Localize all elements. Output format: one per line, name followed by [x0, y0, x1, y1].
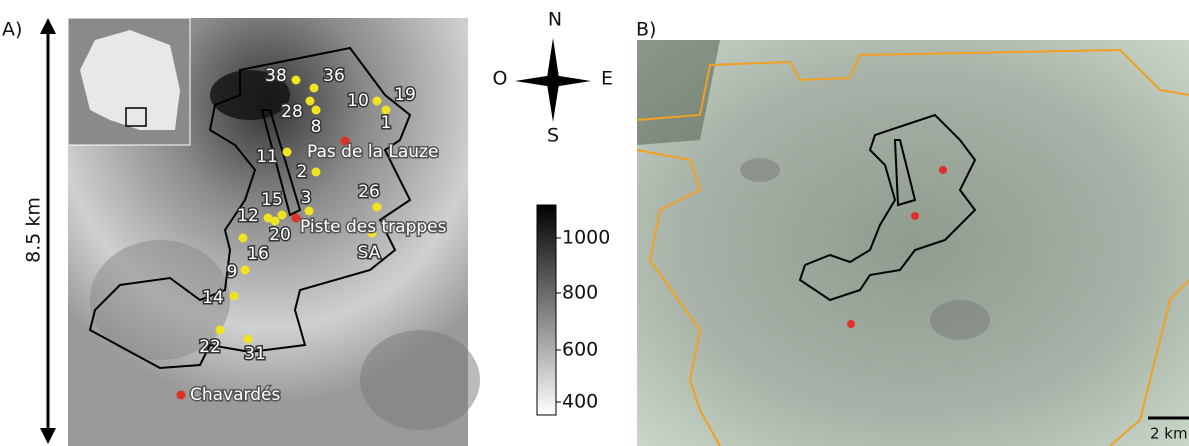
- site-label: 15: [261, 190, 283, 210]
- site-dot: [291, 75, 301, 85]
- site-dot: [311, 105, 321, 115]
- site-label: 38: [265, 66, 287, 86]
- site-label: 26: [358, 182, 380, 202]
- site-dot: [309, 83, 319, 93]
- compass-label: E: [601, 68, 613, 90]
- site-label: 22: [199, 337, 221, 357]
- site-dot: [243, 334, 253, 344]
- site-label: 11: [256, 147, 278, 167]
- site-dot: [282, 147, 292, 157]
- france: [80, 30, 180, 130]
- site-label: SA: [358, 243, 381, 263]
- site-dot: [238, 233, 248, 243]
- colorbar-label: 1000: [562, 227, 610, 249]
- compass-label: N: [548, 9, 562, 31]
- place-dot: [176, 390, 186, 400]
- site-label: 14: [202, 288, 224, 308]
- place-label: Piste des trappes: [300, 217, 447, 237]
- relief: [930, 300, 990, 340]
- colorbar-label: 400: [562, 391, 598, 413]
- site-label: 19: [394, 85, 416, 105]
- site-dot: [372, 202, 382, 212]
- colorbar-label: 800: [562, 282, 598, 304]
- site-label: 10: [347, 91, 369, 111]
- site-dot: [229, 291, 239, 301]
- site-dot: [215, 325, 225, 335]
- site-dot: [270, 216, 280, 226]
- site-label: 2: [297, 162, 308, 182]
- place-dot: [847, 320, 855, 328]
- site-dot: [240, 265, 250, 275]
- panel-label: B): [636, 19, 656, 41]
- relief: [360, 330, 480, 430]
- compass-label: S: [547, 125, 559, 147]
- site-label: 16: [247, 244, 269, 264]
- site-label: 12: [237, 206, 259, 226]
- place-dot: [291, 213, 301, 223]
- site-dot: [311, 167, 321, 177]
- place-label: Pas de la Lauze: [307, 142, 438, 162]
- study-boundary: [88, 46, 412, 370]
- site-label: 36: [323, 66, 345, 86]
- compass-s: [547, 78, 559, 122]
- summit: [210, 70, 290, 120]
- colorbar-label: 600: [562, 339, 598, 361]
- elevation-map: [637, 40, 1189, 446]
- site-label: 8: [311, 117, 322, 137]
- relief: [740, 158, 780, 182]
- site-dot: [381, 105, 391, 115]
- study-boundary: [798, 113, 977, 302]
- site-label: 1: [381, 113, 392, 133]
- site-label: 28: [281, 102, 303, 122]
- scale-label: 8.5 km: [23, 197, 45, 263]
- site-dot: [277, 210, 287, 220]
- panel-label: A): [2, 19, 22, 41]
- site-label: 3: [301, 188, 312, 208]
- site-dot: [304, 206, 314, 216]
- scale-label: 2 km: [1150, 425, 1188, 443]
- colorbar: [536, 204, 557, 416]
- relief: [90, 240, 230, 360]
- inset-box: [125, 107, 147, 127]
- place-label: Chavardés: [190, 385, 280, 405]
- place-dot: [939, 166, 947, 174]
- site-label: 9: [227, 262, 238, 282]
- place-dot: [340, 136, 350, 146]
- site-dot: [305, 96, 315, 106]
- site-dot: [263, 213, 273, 223]
- site-dot: [367, 228, 377, 238]
- place-dot: [911, 212, 919, 220]
- site-label: 31: [244, 344, 266, 364]
- compass-n: [547, 38, 559, 84]
- site-dot: [372, 96, 382, 106]
- site-label: 20: [269, 225, 291, 245]
- compass-label: O: [493, 68, 508, 90]
- compass-ew: [515, 75, 591, 87]
- catchment-boundary: [636, 48, 1189, 446]
